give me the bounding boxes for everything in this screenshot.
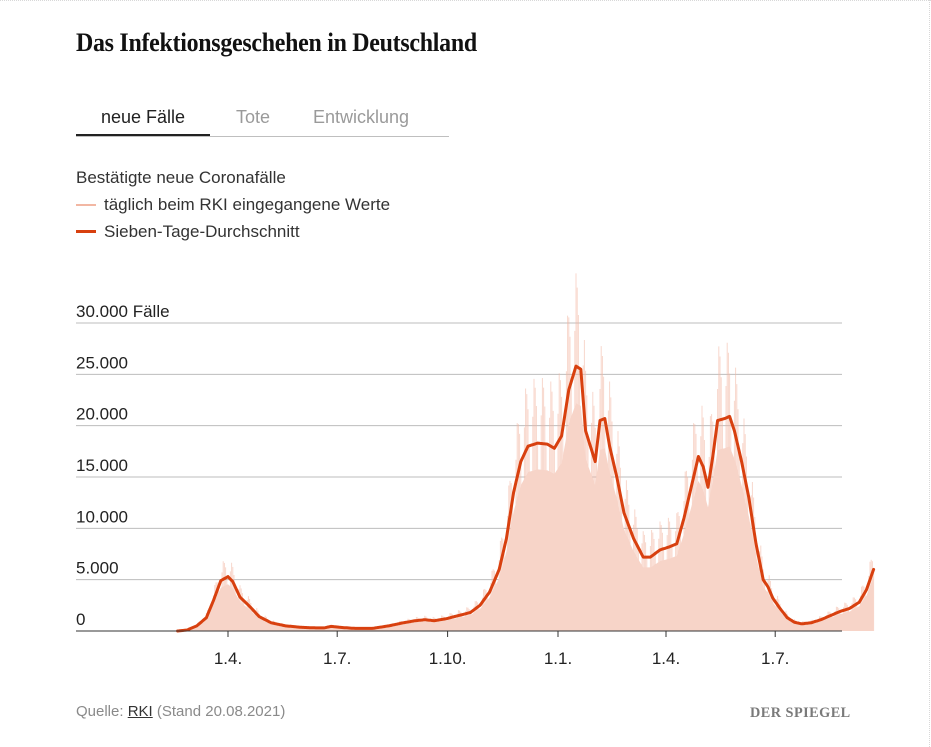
seven-day-average-line (176, 364, 876, 633)
legend-heading: Bestätigte neue Coronafälle (76, 167, 286, 187)
x-tick-label-5: 1.7. (761, 649, 789, 668)
source-note: Quelle: RKI (Stand 20.08.2021) (76, 703, 285, 720)
chart-title: Das Infektionsgeschehen in Deutschland (76, 28, 477, 57)
x-tick-label-0: 1.4. (214, 649, 242, 668)
legend-daily-label: täglich beim RKI eingegangene Werte (104, 194, 391, 214)
source-date: (Stand 20.08.2021) (156, 703, 286, 720)
tab-bar: neue Fälle Tote Entwicklung (76, 104, 449, 137)
tab-tote[interactable]: Tote (235, 107, 271, 127)
y-tick-label-2: 10.000 (76, 507, 128, 526)
source-link[interactable]: RKI (127, 703, 153, 720)
x-tick-label-2: 1.10. (429, 649, 467, 668)
average-line-swatch (76, 230, 96, 233)
daily-area-fill (177, 403, 874, 631)
y-tick-label-3: 15.000 (76, 456, 128, 475)
tab-entwicklung[interactable]: Entwicklung (312, 107, 410, 127)
average-line-group (176, 364, 876, 633)
y-tick-label-6: 30.000 Fälle (76, 302, 170, 321)
right-divider (929, 0, 930, 747)
x-axis (76, 630, 842, 637)
tab-neue-faelle[interactable]: neue Fälle (76, 104, 210, 136)
x-tick-label-1: 1.7. (323, 649, 351, 668)
legend-item-daily: täglich beim RKI eingegangene Werte (76, 191, 390, 218)
x-tick-label-3: 1.1. (544, 649, 572, 668)
daily-area (177, 403, 874, 631)
x-tick-label-4: 1.4. (652, 649, 680, 668)
axis-labels: 0 5.000 10.000 15.000 20.000 25.000 30.000 Fäl… (76, 302, 789, 668)
source-prefix: Quelle: (76, 703, 124, 720)
y-tick-label-0: 0 (76, 610, 85, 629)
legend-average-label: Sieben-Tage-Durchschnitt (104, 221, 300, 241)
legend-item-average: Sieben-Tage-Durchschnitt (76, 218, 390, 245)
y-tick-label-4: 20.000 (76, 405, 128, 424)
top-divider (0, 0, 931, 1)
legend: Bestätigte neue Coronafälle täglich beim… (76, 164, 390, 245)
y-tick-label-5: 25.000 (76, 353, 128, 372)
gridlines (76, 322, 842, 581)
daily-line-swatch (76, 203, 96, 206)
spiegel-logo: DER SPIEGEL (750, 705, 851, 721)
y-tick-label-1: 5.000 (76, 559, 119, 578)
